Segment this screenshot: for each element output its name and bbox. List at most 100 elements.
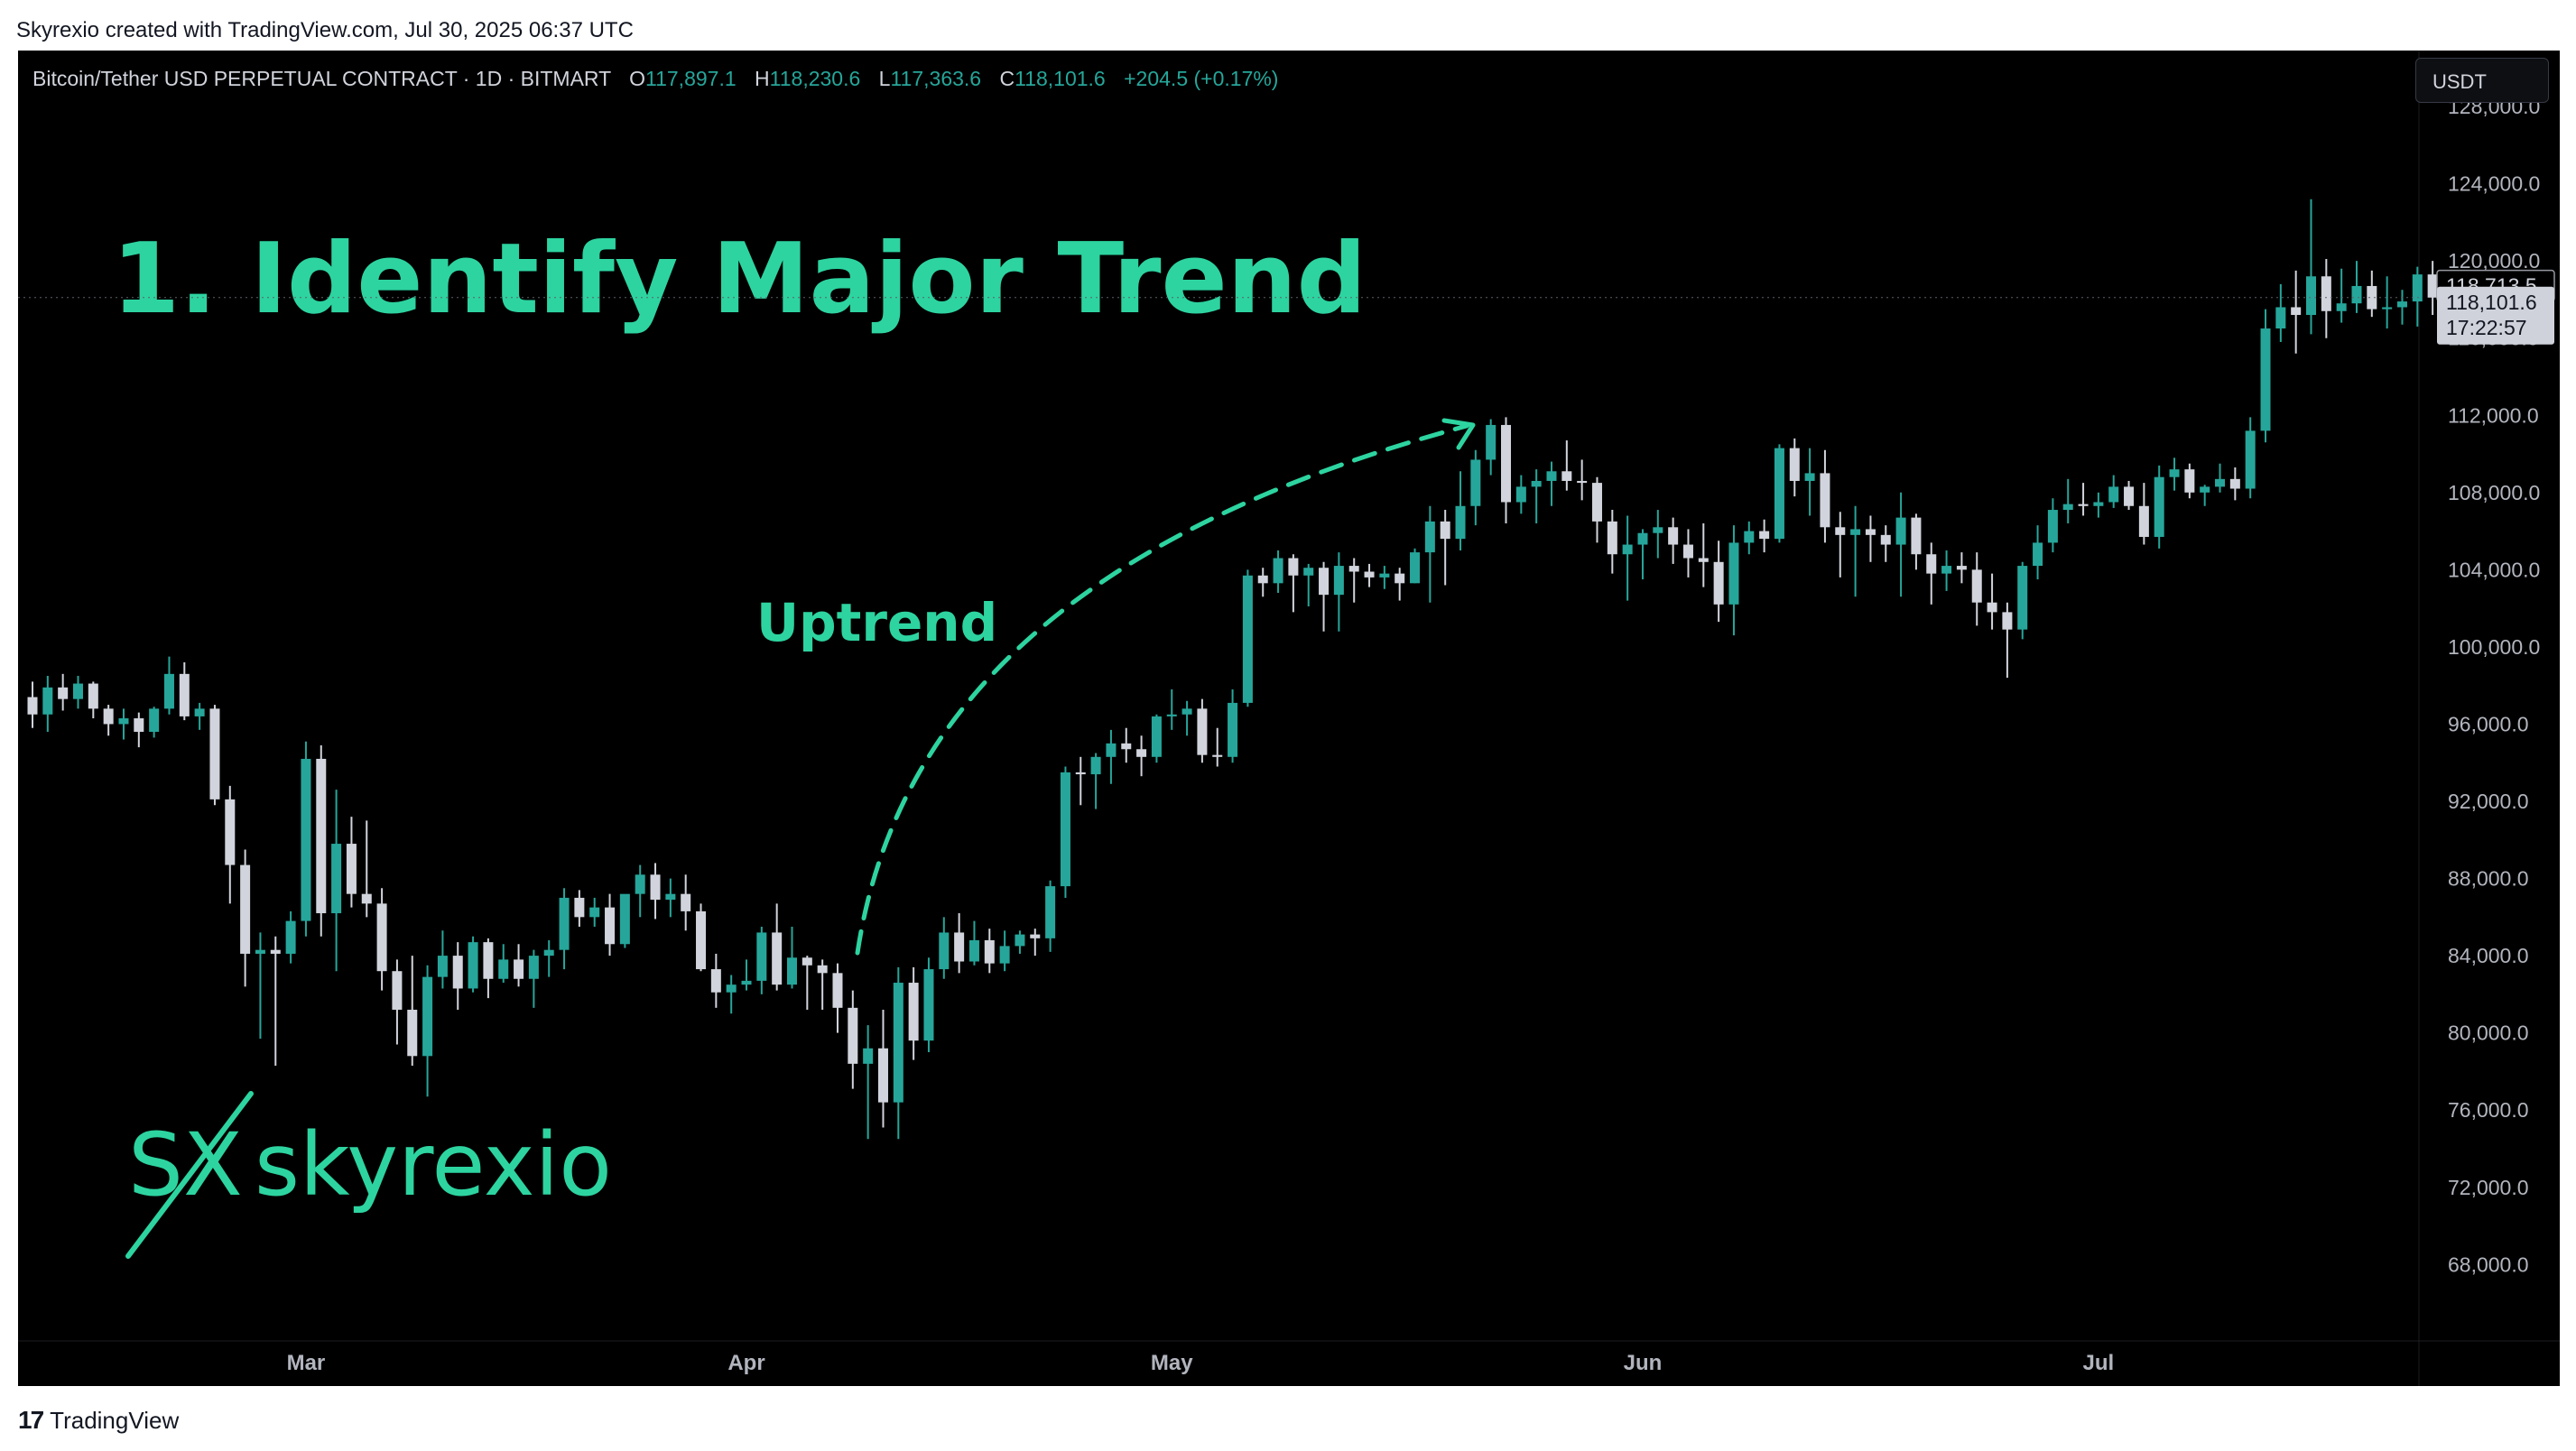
candle-body bbox=[376, 903, 387, 972]
candle bbox=[1835, 512, 1846, 578]
candle-body bbox=[1971, 569, 1982, 603]
candle bbox=[361, 820, 372, 918]
candle-body bbox=[2306, 276, 2316, 316]
candle-body bbox=[1015, 934, 1025, 947]
footer-brand[interactable]: 17 TradingView bbox=[18, 1406, 179, 1435]
candle-body bbox=[422, 976, 433, 1057]
candle bbox=[514, 944, 524, 987]
price-axis-tick: 104,000.0 bbox=[2448, 558, 2540, 581]
candle bbox=[1531, 469, 1542, 524]
candle bbox=[2017, 561, 2028, 640]
candlestick-chart[interactable]: 68,000.0 72,000.0 76,000.0 80,000.0 84,000.0… bbox=[18, 51, 2560, 1386]
candle-body bbox=[361, 893, 372, 904]
candle bbox=[103, 705, 114, 736]
candle-body bbox=[1653, 527, 1663, 533]
candle bbox=[863, 1025, 874, 1140]
candle-body bbox=[1075, 772, 1086, 775]
candle bbox=[1319, 561, 1330, 632]
candle bbox=[194, 702, 205, 730]
candle bbox=[681, 874, 691, 931]
candle-body bbox=[1166, 714, 1177, 716]
candle-body bbox=[1561, 471, 1572, 481]
candle-body bbox=[1228, 702, 1238, 757]
candle-body bbox=[939, 932, 950, 970]
candle bbox=[2062, 478, 2073, 524]
candle bbox=[1682, 529, 1693, 578]
candle bbox=[331, 790, 342, 972]
chart-attribution: Skyrexio created with TradingView.com, J… bbox=[16, 18, 634, 42]
candle-body bbox=[88, 683, 98, 709]
symbol-legend: Bitcoin/Tether USD PERPETUAL CONTRACT · … bbox=[32, 67, 1278, 91]
candle-body bbox=[468, 942, 478, 989]
candle-body bbox=[1865, 529, 1876, 535]
chart-frame[interactable]: 68,000.0 72,000.0 76,000.0 80,000.0 84,000.0… bbox=[18, 51, 2560, 1386]
candle bbox=[999, 930, 1010, 972]
candle-body bbox=[1242, 575, 1253, 703]
candle-body bbox=[1121, 743, 1132, 750]
candle bbox=[1121, 727, 1132, 763]
candle-body bbox=[1501, 424, 1512, 503]
candle-body bbox=[301, 758, 311, 921]
candle-body bbox=[179, 673, 190, 716]
candle-body bbox=[2321, 276, 2331, 311]
candle bbox=[1288, 554, 1299, 613]
candle bbox=[1971, 552, 1982, 626]
candle-body bbox=[528, 956, 539, 979]
candle-body bbox=[1622, 544, 1633, 555]
candle bbox=[392, 959, 403, 1045]
candle-body bbox=[848, 1007, 858, 1064]
candle bbox=[2336, 268, 2347, 323]
candle-body bbox=[741, 980, 752, 985]
tradingview-logo-icon: 17 bbox=[18, 1406, 44, 1434]
candle bbox=[1470, 449, 1481, 526]
time-axis-month-label: Jun bbox=[1624, 1351, 1663, 1375]
candle-body bbox=[2078, 504, 2089, 506]
candle-body bbox=[2260, 328, 2271, 431]
candle-body bbox=[1789, 448, 1800, 481]
candle bbox=[42, 675, 53, 733]
candle bbox=[2138, 483, 2149, 545]
candle-body bbox=[1045, 886, 1056, 938]
candle bbox=[301, 741, 311, 937]
candle-body bbox=[2124, 486, 2135, 506]
candle bbox=[543, 939, 554, 977]
candle bbox=[2215, 463, 2226, 493]
candle-body bbox=[908, 983, 919, 1041]
candle-body bbox=[1410, 552, 1421, 584]
candle bbox=[1941, 550, 1952, 591]
candle bbox=[1364, 563, 1375, 587]
candle bbox=[772, 903, 783, 991]
candle bbox=[2033, 525, 2043, 580]
candle-body bbox=[923, 969, 934, 1041]
candle-body bbox=[2336, 303, 2347, 311]
candle-body bbox=[681, 893, 691, 911]
open-value: 117,897.1 bbox=[645, 67, 737, 90]
time-axis-month-label: Jul bbox=[2083, 1351, 2115, 1375]
currency-button[interactable]: USDT bbox=[2415, 58, 2549, 103]
candle bbox=[741, 959, 752, 991]
candle-body bbox=[2017, 566, 2028, 630]
candle bbox=[240, 849, 251, 987]
candle-body bbox=[756, 932, 767, 981]
candle bbox=[163, 656, 174, 715]
candle bbox=[2078, 483, 2089, 516]
candle-body bbox=[1440, 521, 1450, 540]
candle-body bbox=[1151, 716, 1162, 757]
candle-body bbox=[514, 959, 524, 979]
candle-body bbox=[893, 983, 903, 1103]
candle bbox=[2260, 309, 2271, 443]
candle-body bbox=[331, 844, 342, 914]
candle bbox=[619, 893, 630, 948]
candle-body bbox=[163, 673, 174, 709]
candle bbox=[179, 662, 190, 721]
candle-body bbox=[1591, 483, 1602, 522]
candle-body bbox=[696, 910, 707, 970]
candle bbox=[756, 927, 767, 994]
candle bbox=[2200, 485, 2210, 506]
candle bbox=[483, 938, 494, 999]
candle bbox=[316, 744, 327, 937]
bar-countdown-text: 17:22:57 bbox=[2446, 316, 2527, 339]
price-axis-tick: 124,000.0 bbox=[2448, 172, 2540, 196]
price-axis-tick: 68,000.0 bbox=[2448, 1252, 2529, 1276]
candle-body bbox=[2154, 476, 2164, 537]
